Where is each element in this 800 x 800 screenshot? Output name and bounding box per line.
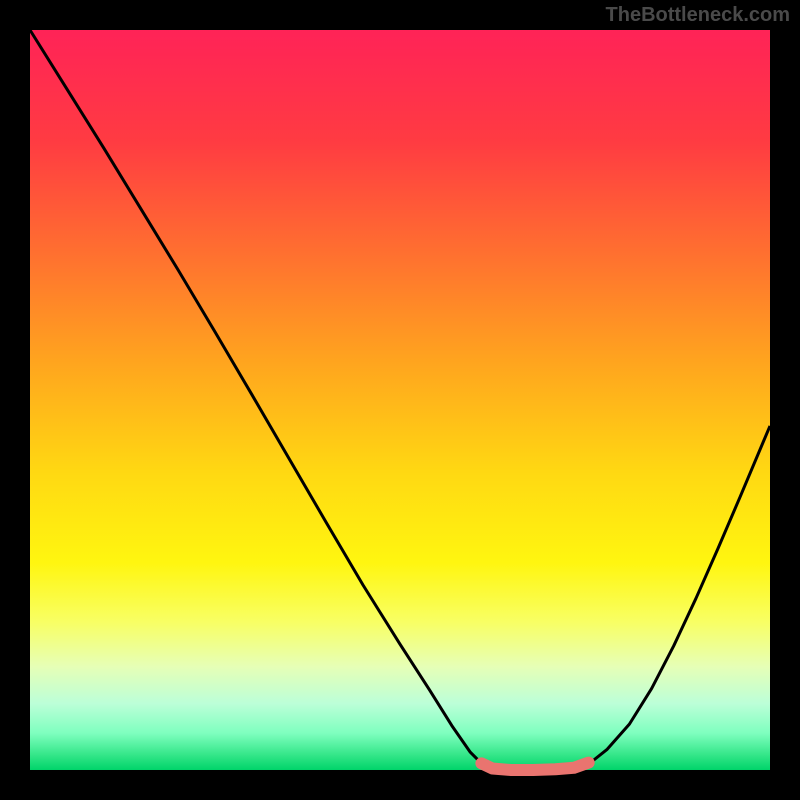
watermark-text: TheBottleneck.com xyxy=(606,4,790,27)
chart-svg xyxy=(0,0,800,800)
plot-area xyxy=(30,30,770,770)
chart-container: TheBottleneck.com xyxy=(0,0,800,800)
